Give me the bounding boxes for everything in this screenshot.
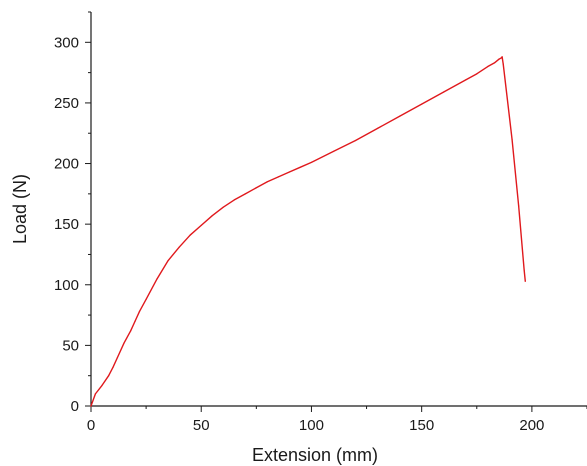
x-tick-label: 200 bbox=[519, 417, 544, 434]
data-point bbox=[399, 115, 401, 117]
data-point bbox=[200, 224, 202, 226]
data-point bbox=[465, 79, 467, 81]
data-point bbox=[145, 298, 147, 300]
y-tick-label: 250 bbox=[54, 95, 79, 112]
data-point bbox=[130, 330, 132, 332]
data-point bbox=[376, 127, 379, 129]
y-tick-label: 150 bbox=[54, 216, 79, 233]
data-point bbox=[123, 342, 125, 344]
axes: 0 50 100 150 200 0 50 100 150 200 250 300 bbox=[54, 11, 587, 434]
y-tick-label: 0 bbox=[71, 398, 79, 415]
data-point bbox=[116, 356, 119, 359]
data-point bbox=[134, 320, 136, 322]
data-point bbox=[255, 187, 257, 189]
data-point bbox=[511, 138, 513, 140]
data-point bbox=[523, 269, 525, 271]
data-point bbox=[498, 58, 500, 60]
data-point bbox=[277, 176, 279, 178]
data-point bbox=[101, 384, 103, 386]
data-point bbox=[524, 280, 526, 282]
x-tick-label: 150 bbox=[409, 417, 434, 434]
data-point bbox=[476, 73, 478, 75]
data-point bbox=[156, 278, 158, 280]
plot-area bbox=[90, 56, 526, 407]
series-line bbox=[90, 56, 526, 407]
data-point bbox=[112, 366, 114, 368]
data-point bbox=[189, 234, 191, 236]
data-point bbox=[332, 150, 335, 153]
data-point bbox=[222, 206, 224, 208]
data-point bbox=[443, 91, 445, 93]
data-point bbox=[233, 199, 235, 201]
x-tick-label: 50 bbox=[193, 417, 210, 434]
data-point bbox=[138, 310, 141, 313]
y-axis-title: Load (N) bbox=[10, 174, 30, 244]
data-point bbox=[518, 205, 520, 207]
data-point bbox=[90, 405, 92, 407]
data-point bbox=[299, 166, 302, 168]
y-tick-label: 100 bbox=[54, 277, 79, 294]
data-point bbox=[211, 215, 213, 217]
x-tick-label: 100 bbox=[299, 417, 324, 434]
y-tick-label: 200 bbox=[54, 156, 79, 173]
data-point bbox=[421, 103, 423, 105]
x-tick-label: 0 bbox=[87, 417, 95, 434]
data-point bbox=[501, 56, 503, 58]
data-point bbox=[493, 62, 496, 64]
data-point bbox=[167, 259, 169, 262]
y-tick-label: 50 bbox=[62, 337, 79, 354]
data-point bbox=[354, 139, 357, 142]
data-point bbox=[108, 375, 110, 377]
data-point bbox=[178, 246, 180, 248]
data-point bbox=[310, 161, 313, 163]
data-point bbox=[487, 65, 489, 68]
data-point bbox=[266, 181, 268, 183]
y-tick-label: 300 bbox=[54, 34, 79, 51]
data-point bbox=[94, 393, 97, 395]
data-point bbox=[244, 193, 246, 195]
data-point bbox=[288, 171, 290, 173]
data-point bbox=[500, 57, 502, 59]
x-axis-title: Extension (mm) bbox=[252, 445, 378, 465]
data-point bbox=[502, 63, 504, 65]
